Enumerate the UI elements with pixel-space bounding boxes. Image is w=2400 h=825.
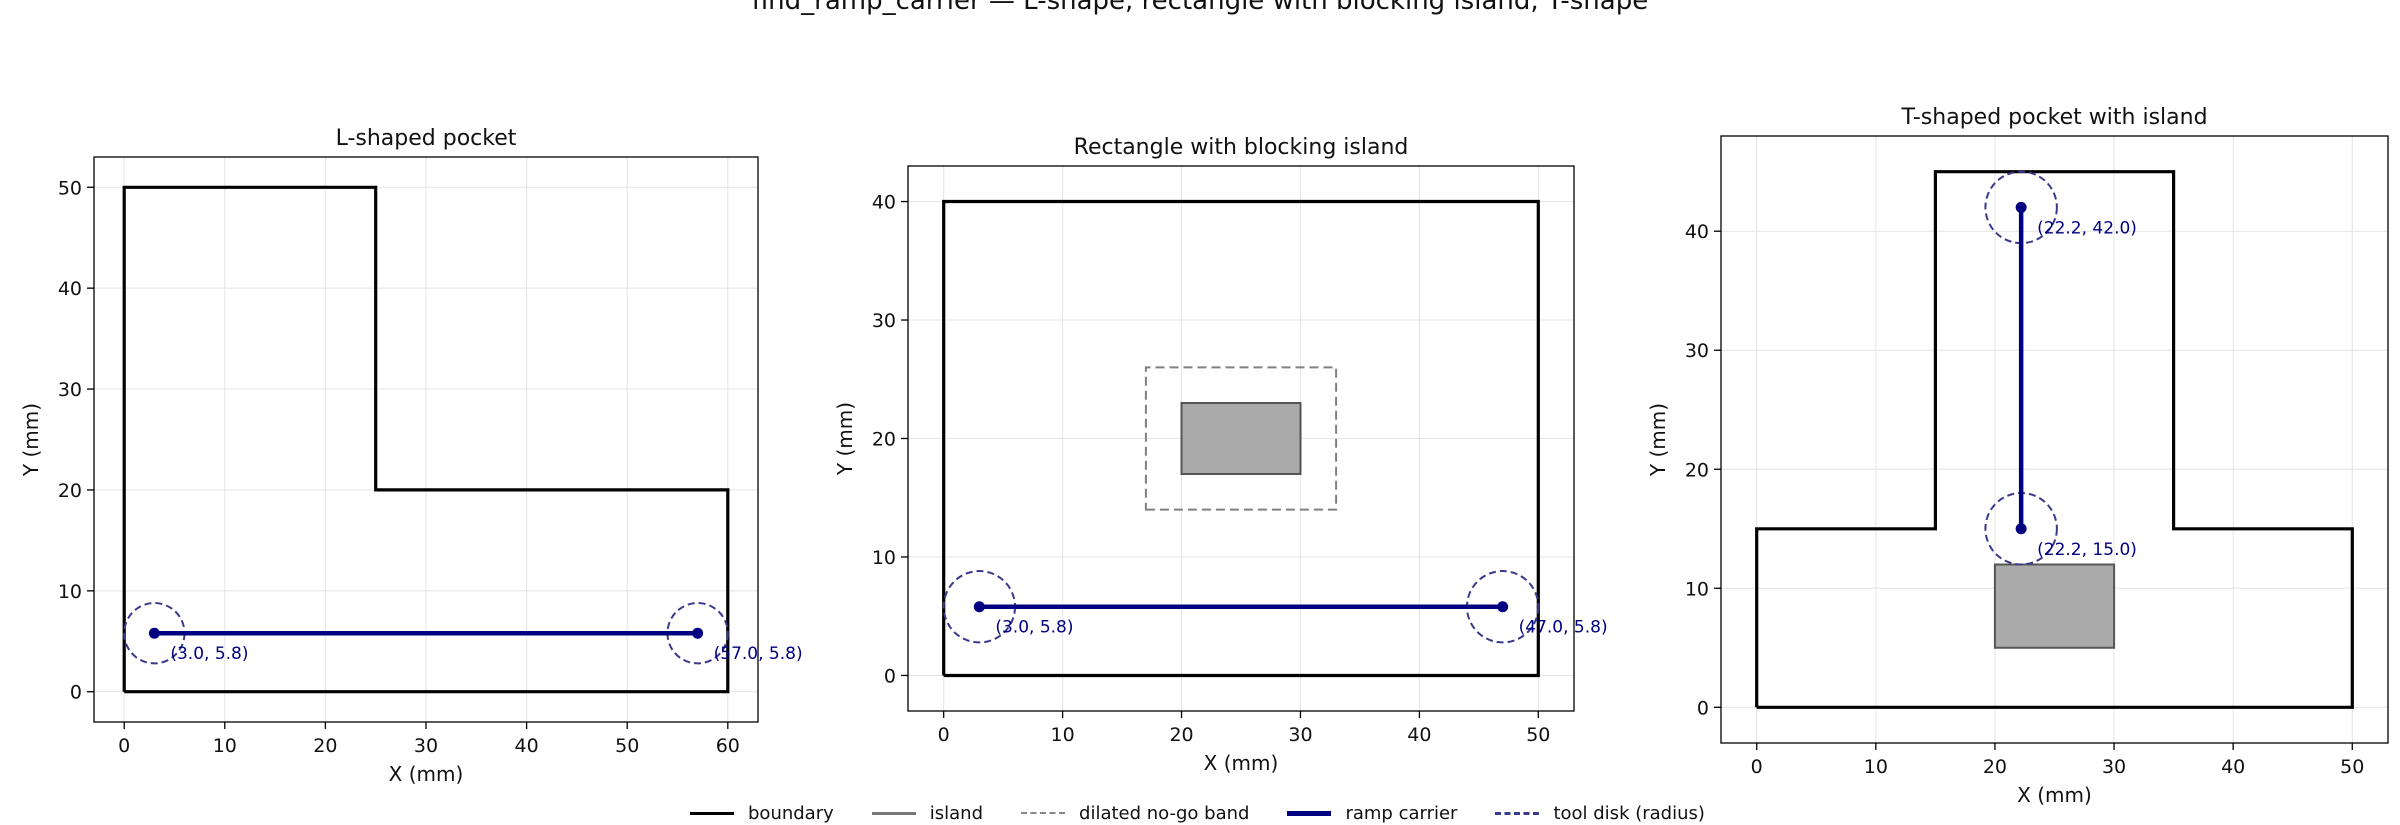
rectangle-y-axis-label: Y (mm) — [833, 402, 857, 476]
l-shape-chart-title: L-shaped pocket — [336, 126, 517, 151]
l-shape-carrier-point-end — [692, 627, 704, 639]
legend-label-band: dilated no-go band — [1079, 802, 1250, 824]
l-shape-coord-label-start: (3.0, 5.8) — [170, 644, 248, 664]
t-shape-carrier-point-start — [2015, 523, 2027, 535]
legend-swatch-carrier — [1287, 810, 1332, 816]
legend-label-boundary: boundary — [748, 802, 834, 824]
t-shape-x-axis-label: X (mm) — [2017, 783, 2092, 807]
rectangle-y-tick-label: 10 — [872, 547, 896, 569]
t-shape-coord-label-start: (22.2, 15.0) — [2037, 540, 2137, 560]
t-shape-x-tick-label: 30 — [2102, 756, 2126, 778]
t-shape-y-tick-label: 10 — [1685, 578, 1709, 600]
t-shape-y-tick-label: 20 — [1685, 459, 1709, 481]
rectangle-chart-title: Rectangle with blocking island — [1074, 135, 1409, 160]
t-shape-axes-frame — [1720, 135, 2389, 744]
rectangle-coord-label-start: (3.0, 5.8) — [995, 618, 1073, 638]
t-shape-x-tick-label: 40 — [2221, 756, 2245, 778]
t-shape-coord-label-end: (22.2, 42.0) — [2037, 218, 2137, 238]
l-shape-y-tick-label: 40 — [58, 278, 82, 300]
t-shape-chart-title: T-shaped pocket with island — [1900, 105, 2207, 130]
rectangle-y-tick-label: 0 — [884, 665, 896, 687]
rectangle-y-tick-label: 20 — [872, 429, 896, 451]
rectangle-x-axis-label: X (mm) — [1204, 751, 1279, 775]
l-shape-y-tick-label: 50 — [58, 177, 82, 199]
rectangle-x-tick-label: 0 — [938, 724, 950, 746]
rectangle-coord-label-end: (47.0, 5.8) — [1519, 618, 1608, 638]
rectangle-x-tick-label: 10 — [1051, 724, 1075, 746]
l-shape-y-axis-label: Y (mm) — [19, 403, 43, 477]
t-shape-x-tick-label: 10 — [1864, 756, 1888, 778]
legend-swatch-band — [1021, 812, 1066, 814]
rectangle-carrier-point-end — [1497, 601, 1509, 613]
rectangle-island — [1180, 402, 1302, 475]
legend-swatch-boundary — [690, 811, 734, 815]
legend-label-disk: tool disk (radius) — [1553, 802, 1705, 824]
t-shape-x-tick-label: 20 — [1983, 756, 2007, 778]
t-shape-y-tick-label: 0 — [1697, 697, 1709, 719]
legend-item-band: dilated no-go band — [1021, 803, 1249, 824]
l-shape-boundary — [122, 185, 730, 694]
legend-item-carrier: ramp carrier — [1287, 803, 1457, 824]
legend-item-island: island — [871, 802, 984, 824]
legend-swatch-island — [871, 811, 916, 815]
figure-title: find_ramp_carrier — L-shape, rectangle w… — [751, 0, 1649, 16]
rectangle-boundary — [942, 199, 1540, 678]
legend-item-boundary: boundary — [690, 803, 834, 824]
l-shape-x-axis-label: X (mm) — [389, 762, 464, 786]
l-shape-x-tick-label: 60 — [716, 735, 740, 757]
t-shape-boundary — [1755, 170, 2354, 709]
rectangle-x-tick-label: 30 — [1288, 724, 1312, 746]
t-shape-x-tick-label: 50 — [2340, 756, 2364, 778]
legend-swatch-disk — [1495, 811, 1540, 815]
rectangle-carrier-point-start — [973, 601, 985, 613]
t-shape-island — [1993, 563, 2116, 649]
legend: boundary island dilated no-go band ramp … — [690, 802, 1705, 824]
l-shape-y-tick-label: 10 — [58, 581, 82, 603]
rectangle-x-tick-label: 20 — [1169, 724, 1193, 746]
rectangle-x-tick-label: 50 — [1526, 724, 1550, 746]
legend-item-disk: tool disk (radius) — [1495, 802, 1705, 824]
legend-label-island: island — [929, 802, 984, 824]
l-shape-y-tick-label: 30 — [58, 379, 82, 401]
l-shape-x-tick-label: 10 — [213, 735, 237, 757]
rectangle-y-tick-label: 40 — [872, 192, 896, 214]
rectangle-no-go-band — [1144, 366, 1338, 511]
rectangle-x-tick-label: 40 — [1407, 724, 1431, 746]
t-shape-x-tick-label: 0 — [1751, 756, 1763, 778]
l-shape-x-tick-label: 20 — [313, 735, 337, 757]
l-shape-y-tick-label: 0 — [70, 682, 82, 704]
l-shape-x-tick-label: 40 — [515, 735, 539, 757]
t-shape-y-axis-label: Y (mm) — [1646, 403, 1670, 477]
t-shape-carrier-point-end — [2015, 201, 2027, 213]
l-shape-y-tick-label: 20 — [58, 480, 82, 502]
l-shape-carrier-point-start — [148, 627, 160, 639]
t-shape-y-tick-label: 30 — [1685, 340, 1709, 362]
t-shape-y-tick-label: 40 — [1685, 221, 1709, 243]
l-shape-x-tick-label: 0 — [118, 735, 130, 757]
rectangle-y-tick-label: 30 — [872, 310, 896, 332]
l-shape-x-tick-label: 50 — [615, 735, 639, 757]
legend-label-carrier: ramp carrier — [1345, 802, 1458, 824]
l-shape-x-tick-label: 30 — [414, 735, 438, 757]
